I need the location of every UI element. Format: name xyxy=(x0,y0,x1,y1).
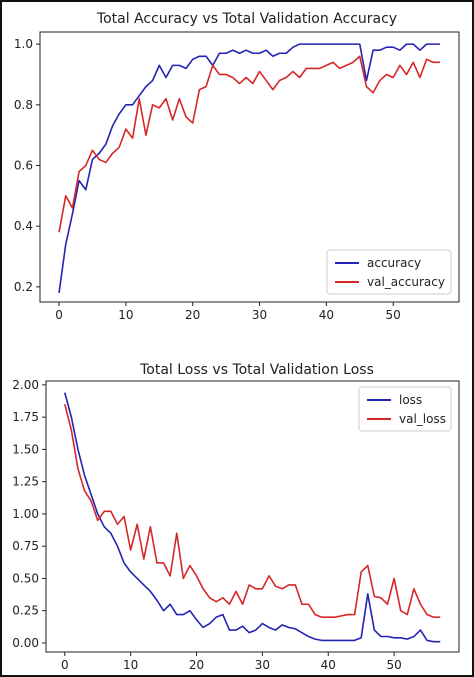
y-tick-label: 1.0 xyxy=(14,37,33,51)
legend-label: loss xyxy=(399,393,422,407)
y-tick-label: 0.2 xyxy=(14,280,33,294)
accuracy-chart: Total Accuracy vs Total Validation Accur… xyxy=(14,11,460,322)
series-line-loss xyxy=(63,392,441,643)
plot-area xyxy=(39,31,460,303)
axis-ticks: 0 10 20 30 40 50 0.00 0.25 0.50 0.75 1.00 1.25 1.50 1… xyxy=(12,378,401,672)
y-tick-label: 0.00 xyxy=(12,636,39,650)
y-tick-label: 1.75 xyxy=(12,410,39,424)
y-tick-label: 0.50 xyxy=(12,571,39,585)
x-tick-label: 30 xyxy=(252,308,267,322)
y-tick-label: 1.25 xyxy=(12,475,39,489)
y-tick-label: 0.6 xyxy=(14,158,33,172)
x-tick-label: 10 xyxy=(123,658,138,672)
chart-title: Total Loss vs Total Validation Loss xyxy=(139,362,374,378)
y-tick-label: 0.4 xyxy=(14,219,33,233)
y-tick-label: 1.50 xyxy=(12,442,39,456)
x-tick-label: 0 xyxy=(61,658,69,672)
x-tick-label: 50 xyxy=(386,658,401,672)
y-tick-label: 1.00 xyxy=(12,507,39,521)
series-lines xyxy=(58,43,440,294)
x-tick-label: 30 xyxy=(255,658,270,672)
plot-area xyxy=(45,380,460,653)
x-tick-label: 0 xyxy=(55,308,63,322)
legend-label: val_accuracy xyxy=(367,275,445,289)
x-tick-label: 50 xyxy=(386,308,401,322)
x-tick-label: 20 xyxy=(189,658,204,672)
legend-label: val_loss xyxy=(399,412,446,426)
legend: accuracy val_accuracy xyxy=(326,249,452,295)
y-tick-label: 0.75 xyxy=(12,539,39,553)
y-tick-label: 0.25 xyxy=(12,604,39,618)
legend-label: accuracy xyxy=(367,256,421,270)
chart-title: Total Accuracy vs Total Validation Accur… xyxy=(96,11,397,27)
series-line-accuracy xyxy=(58,43,440,294)
x-tick-label: 40 xyxy=(321,658,336,672)
axis-ticks: 0 10 20 30 40 50 0.2 0.4 0.6 0.8 1.0 xyxy=(14,37,401,322)
series-lines xyxy=(63,392,441,643)
x-tick-label: 40 xyxy=(319,308,334,322)
y-tick-label: 2.00 xyxy=(12,378,39,392)
series-line-val-accuracy xyxy=(58,55,440,233)
x-tick-label: 20 xyxy=(185,308,200,322)
loss-chart: Total Loss vs Total Validation Loss 0 10 2… xyxy=(12,362,460,672)
x-tick-label: 10 xyxy=(118,308,133,322)
series-line-val-loss xyxy=(63,404,441,618)
legend: loss val_loss xyxy=(358,386,452,432)
y-tick-label: 0.8 xyxy=(14,98,33,112)
